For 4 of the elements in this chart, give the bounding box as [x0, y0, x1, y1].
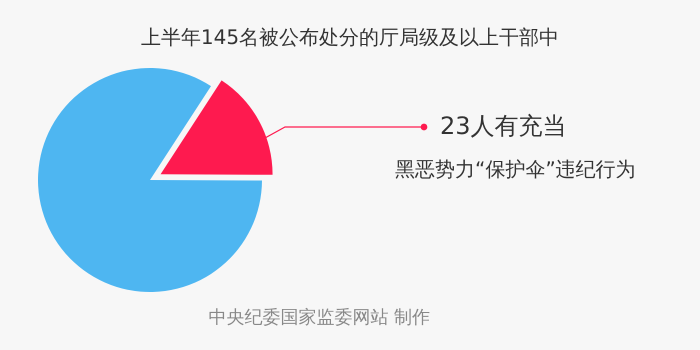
- text: 上半年145名被公布处分的厅局级及以上干部中: [140, 25, 560, 49]
- text: 23人有充当: [440, 112, 567, 140]
- text: 中央纪委国家监委网站 制作: [208, 307, 430, 328]
- text: 黑恶势力“保护伞”违纪行为: [395, 157, 636, 181]
